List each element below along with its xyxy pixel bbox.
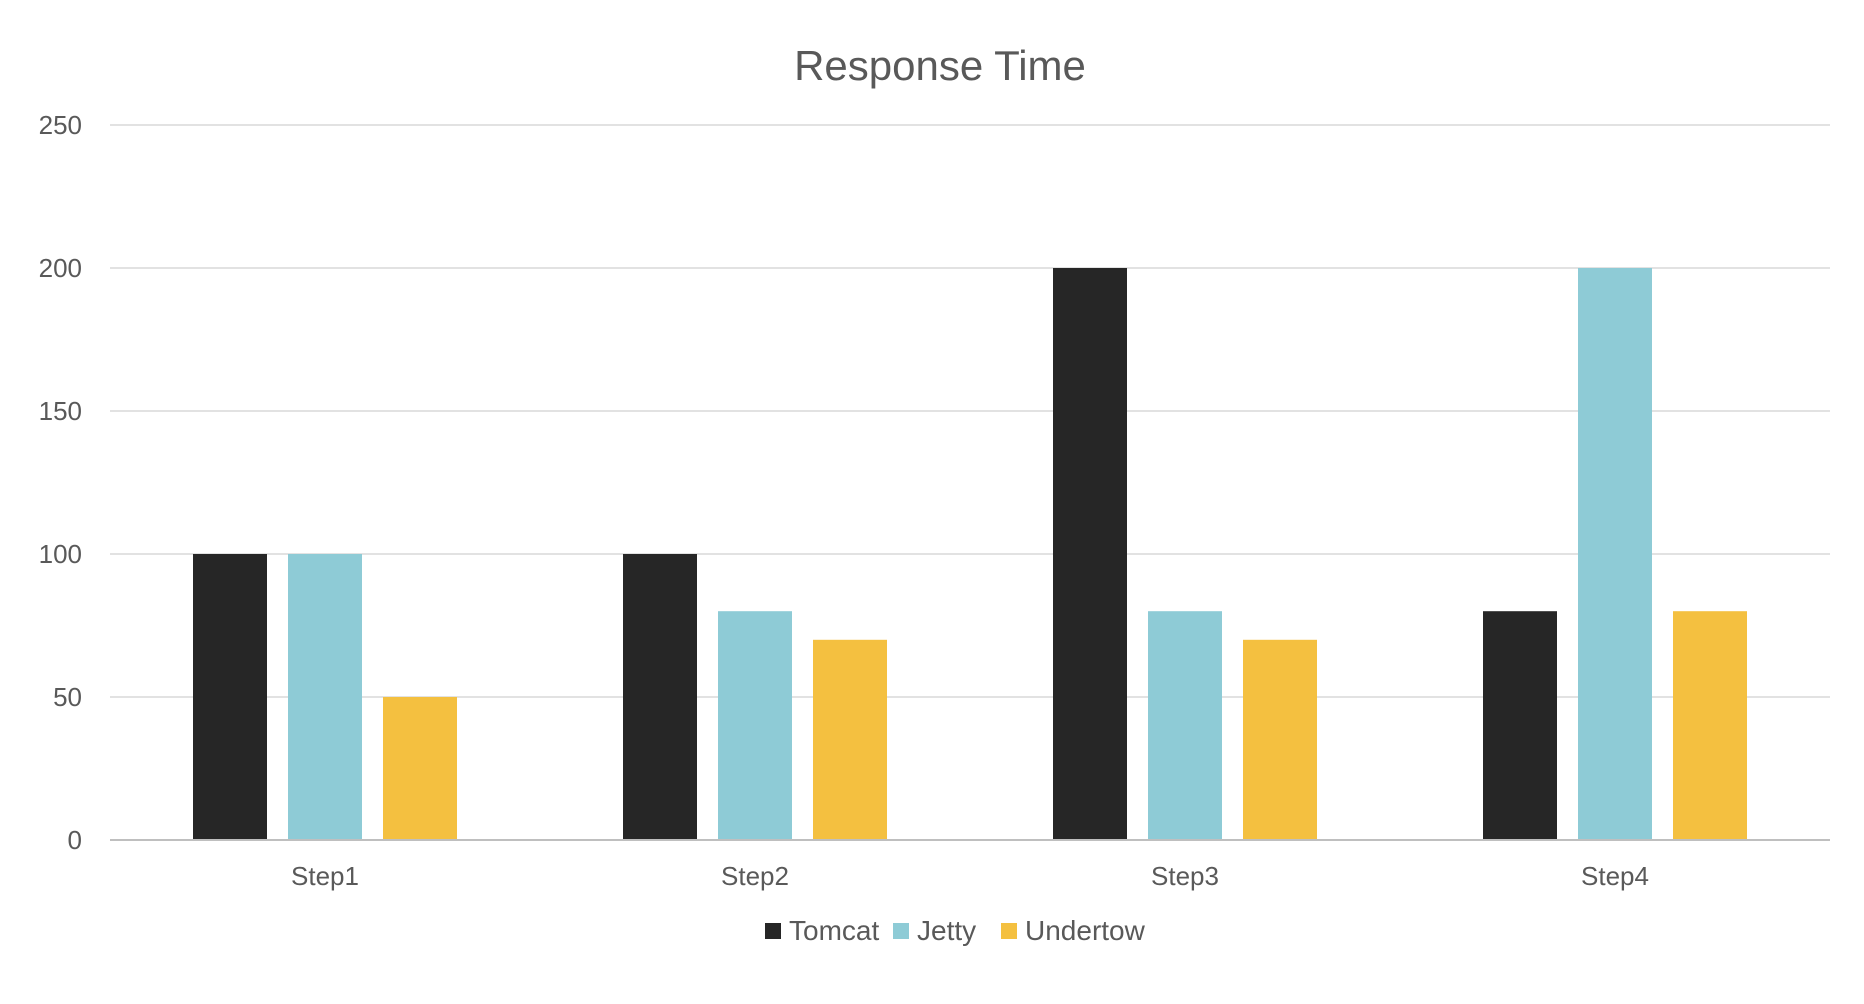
- legend-swatch-undertow: [1001, 923, 1017, 939]
- bar-jetty-step2: [718, 611, 792, 840]
- bar-undertow-step4: [1673, 611, 1747, 840]
- y-tick-label: 0: [68, 825, 82, 855]
- bars: [193, 268, 1747, 840]
- x-axis-category-labels: Step1 Step2 Step3 Step4: [291, 861, 1649, 891]
- x-category-label: Step4: [1581, 861, 1649, 891]
- y-tick-label: 150: [39, 396, 82, 426]
- bar-undertow-step2: [813, 639, 887, 840]
- bar-jetty-step4: [1578, 268, 1652, 840]
- legend-swatch-tomcat: [765, 923, 781, 939]
- gridlines: [110, 124, 1830, 698]
- x-category-label: Step1: [291, 861, 359, 891]
- x-category-label: Step3: [1151, 861, 1219, 891]
- bar-tomcat-step2: [623, 554, 697, 840]
- x-category-label: Step2: [721, 861, 789, 891]
- bar-tomcat-step3: [1053, 268, 1127, 840]
- bar-undertow-step3: [1243, 639, 1317, 840]
- bar-jetty-step1: [288, 554, 362, 840]
- legend-label-tomcat: Tomcat: [789, 915, 879, 946]
- chart-title: Response Time: [794, 42, 1086, 89]
- bar-tomcat-step4: [1483, 611, 1557, 840]
- y-tick-label: 50: [53, 682, 82, 712]
- y-tick-label: 200: [39, 253, 82, 283]
- y-tick-label: 100: [39, 539, 82, 569]
- legend-swatch-jetty: [893, 923, 909, 939]
- bar-jetty-step3: [1148, 611, 1222, 840]
- bar-tomcat-step1: [193, 554, 267, 840]
- legend-label-undertow: Undertow: [1025, 915, 1146, 946]
- y-tick-label: 250: [39, 110, 82, 140]
- bar-undertow-step1: [383, 697, 457, 840]
- legend-label-jetty: Jetty: [917, 915, 976, 946]
- legend: Tomcat Jetty Undertow: [765, 915, 1146, 946]
- y-axis-tick-labels: 0 50 100 150 200 250: [39, 110, 82, 855]
